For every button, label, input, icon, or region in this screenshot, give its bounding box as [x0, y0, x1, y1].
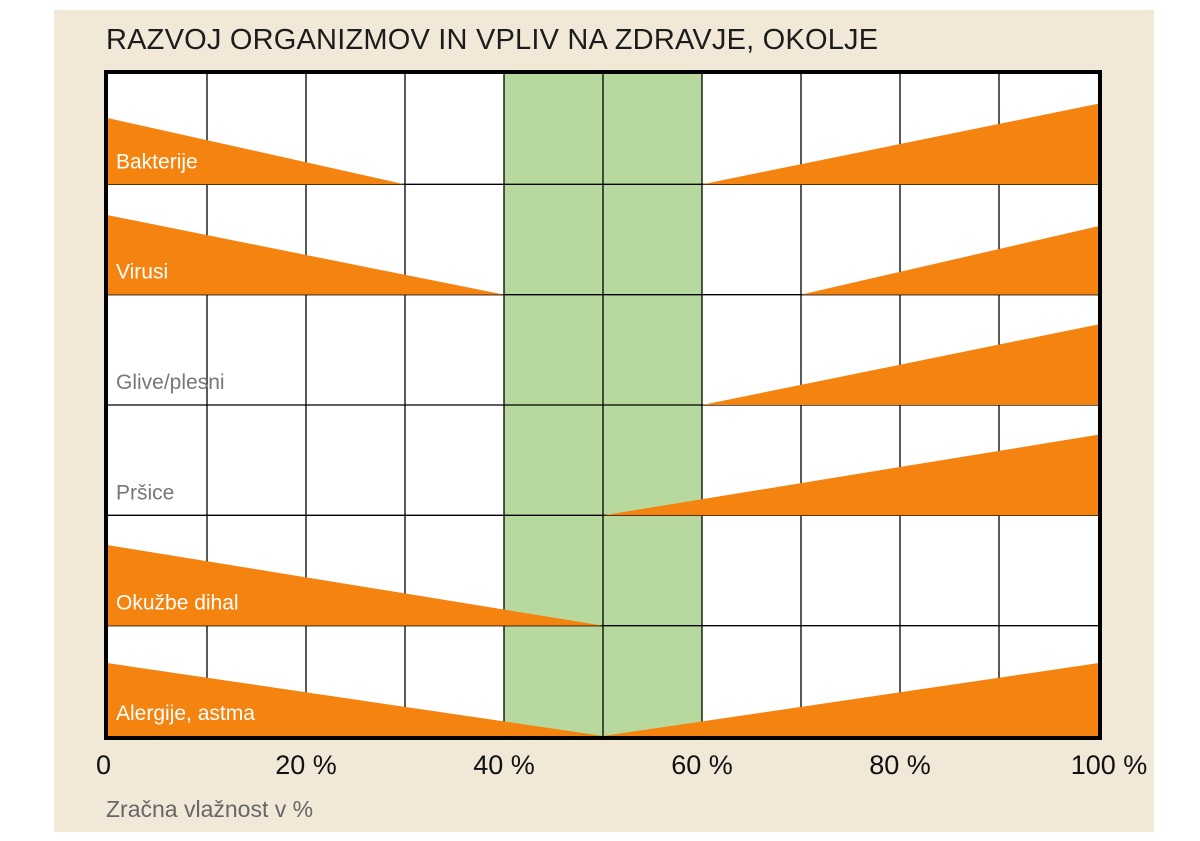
- x-axis-label: Zračna vlažnost v %: [106, 796, 314, 822]
- row-label-okuzbe-dihal: Okužbe dihal: [116, 592, 239, 615]
- impact-wedge-glive-plesni-right: [702, 324, 1098, 405]
- impact-wedge-prsice-right: [603, 434, 1098, 516]
- x-tick-label: 40 %: [473, 750, 535, 780]
- impact-wedge-virusi-left: [108, 215, 504, 295]
- row-label-bakterije: Bakterije: [116, 150, 198, 173]
- row-label-virusi: Virusi: [116, 261, 168, 284]
- row-label-alergije-astma: Alergije, astma: [116, 702, 255, 725]
- impact-wedge-bakterije-right: [702, 103, 1098, 185]
- impact-wedge-alergije-astma-left: [108, 663, 603, 736]
- x-tick-label: 100 %: [1071, 750, 1148, 780]
- impact-wedge-okuzbe-dihal-left: [108, 545, 603, 626]
- row-label-glive-plesni: Glive/plesni: [116, 371, 225, 394]
- row-label-prsice: Pršice: [116, 481, 174, 504]
- x-tick-label: 20 %: [275, 750, 337, 780]
- plot-frame: [104, 70, 1102, 740]
- impact-wedge-virusi-right: [801, 226, 1098, 295]
- impact-wedge-alergije-astma-right: [603, 663, 1098, 736]
- x-tick-label: 60 %: [671, 750, 733, 780]
- impact-wedge-bakterije-left: [108, 118, 405, 185]
- chart-title: RAZVOJ ORGANIZMOV IN VPLIV NA ZDRAVJE, O…: [106, 24, 879, 56]
- x-tick-label: 80 %: [869, 750, 931, 780]
- x-tick-label: 0: [96, 750, 111, 780]
